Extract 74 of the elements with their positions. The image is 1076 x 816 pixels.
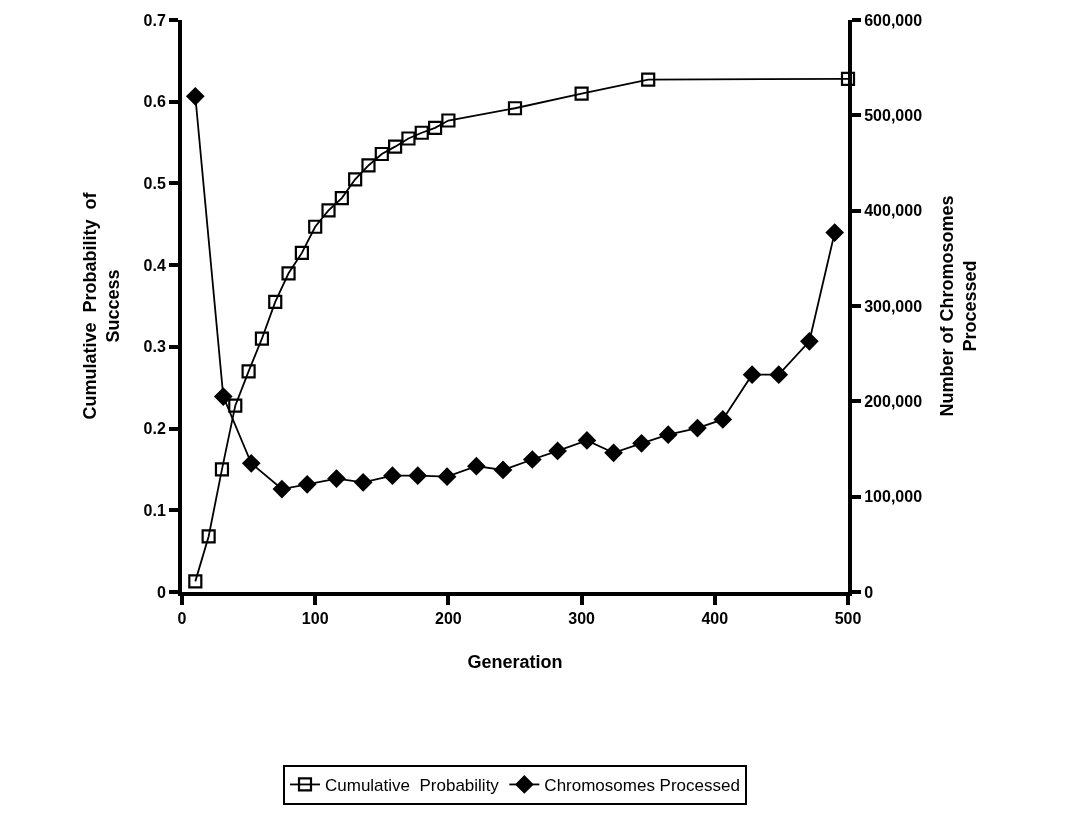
point <box>441 113 456 128</box>
point <box>800 332 819 351</box>
point <box>769 365 788 384</box>
point <box>327 469 346 488</box>
y-axis-title: Cumulative Probability of Success <box>79 191 124 420</box>
point <box>604 443 623 462</box>
point <box>523 450 542 469</box>
point <box>494 461 512 479</box>
point <box>228 398 243 413</box>
point <box>574 86 589 101</box>
point <box>408 466 427 485</box>
point <box>427 120 443 135</box>
point <box>374 146 389 162</box>
x-axis-title: Generation <box>467 651 563 672</box>
point <box>659 425 678 444</box>
point <box>241 364 256 379</box>
point <box>188 574 203 589</box>
point <box>383 466 402 485</box>
point <box>688 419 707 437</box>
point <box>298 475 317 494</box>
point <box>467 457 486 476</box>
y-tick-label: 0.7 <box>143 11 166 29</box>
point <box>713 410 732 429</box>
point <box>438 467 456 486</box>
point <box>214 387 233 406</box>
point <box>825 223 844 242</box>
y-tick-label: 0 <box>156 583 166 601</box>
point <box>548 442 567 460</box>
point <box>354 473 373 492</box>
point <box>186 87 205 106</box>
x-tick-label: 500 <box>834 610 862 628</box>
y2-tick-label: 500,000 <box>864 106 923 124</box>
point <box>273 480 291 498</box>
legend-label: Chromosomes Processed <box>544 776 740 796</box>
legend-label: Cumulative Probability <box>325 776 500 796</box>
x-tick-label: 400 <box>701 610 729 628</box>
point <box>242 454 261 473</box>
point <box>294 245 309 260</box>
point <box>201 529 216 544</box>
y2-tick-label: 0 <box>864 583 874 601</box>
y-tick-label: 0.4 <box>143 256 166 274</box>
point <box>308 219 323 234</box>
y2-axis-title: Number of Chromosomes Processed <box>936 195 981 417</box>
point <box>334 191 349 206</box>
point <box>321 203 336 218</box>
point <box>507 101 523 116</box>
x-tick-label: 200 <box>435 610 462 628</box>
point <box>361 158 376 173</box>
point <box>840 71 856 86</box>
point <box>414 125 429 140</box>
point <box>641 72 656 87</box>
point <box>743 365 761 384</box>
y-tick-label: 0.1 <box>143 501 166 519</box>
y-tick-label: 0.6 <box>143 93 166 111</box>
y2-tick-label: 400,000 <box>864 202 923 220</box>
y2-tick-label: 200,000 <box>864 392 923 410</box>
y-tick-label: 0.2 <box>143 420 166 438</box>
point <box>578 431 596 450</box>
y2-tick-label: 300,000 <box>864 297 923 315</box>
point <box>348 172 363 187</box>
point <box>214 462 230 477</box>
point <box>281 266 296 281</box>
y-tick-label: 0.3 <box>143 338 166 356</box>
y2-tick-label: 600,000 <box>864 11 923 29</box>
x-tick-label: 0 <box>177 610 187 628</box>
point <box>401 131 416 146</box>
y-tick-label: 0.5 <box>143 175 166 193</box>
point <box>254 331 270 346</box>
point <box>632 434 651 453</box>
y2-tick-label: 100,000 <box>864 488 923 506</box>
x-tick-label: 100 <box>301 610 329 628</box>
x-tick-label: 300 <box>568 610 596 628</box>
point <box>388 139 403 154</box>
point <box>268 294 283 310</box>
